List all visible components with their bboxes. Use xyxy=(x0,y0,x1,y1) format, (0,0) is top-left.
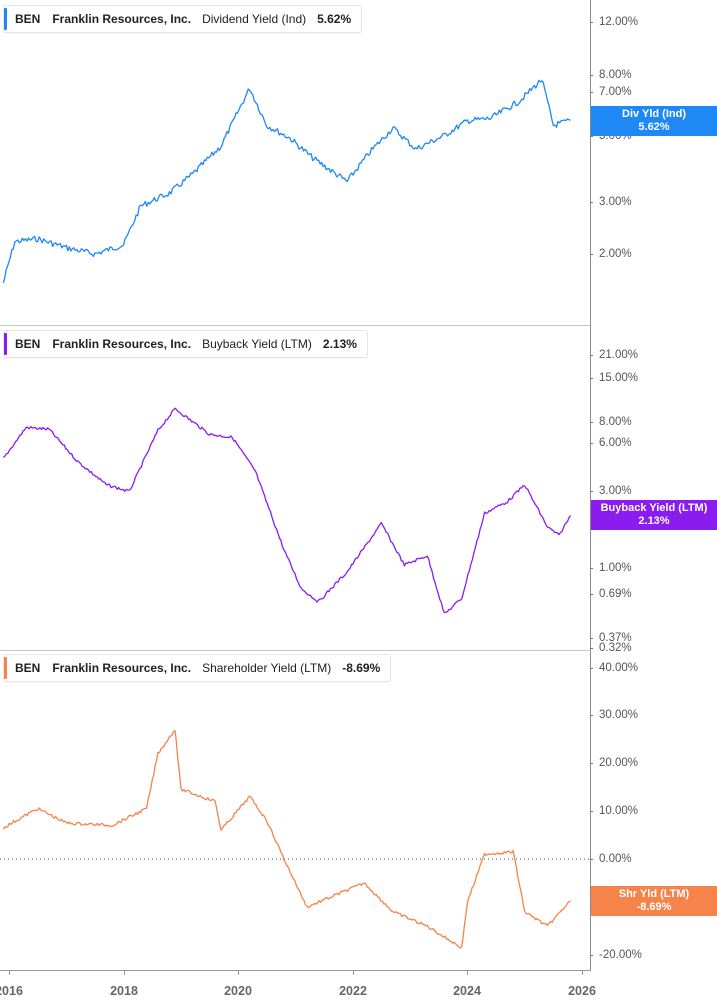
x-tick-mark xyxy=(9,970,10,975)
shareholder-yield-legend: BEN Franklin Resources, Inc. Shareholder… xyxy=(3,654,392,682)
y-tick: 20.00% xyxy=(589,757,638,769)
company-name: Franklin Resources, Inc. xyxy=(52,337,192,351)
badge-value: 2.13% xyxy=(638,515,670,527)
y-tick: 3.00% xyxy=(590,196,632,208)
buyback-yield-value-badge: Buyback Yield (LTM) 2.13% xyxy=(591,500,717,530)
x-axis-line xyxy=(0,970,591,971)
badge-label: Div Yld (Ind) xyxy=(622,108,686,120)
x-tick-mark xyxy=(353,970,354,975)
panel-divider xyxy=(0,650,590,651)
y-tick: 0.00% xyxy=(590,853,632,865)
y-tick: 1.00% xyxy=(590,562,632,574)
buyback-yield-legend: BEN Franklin Resources, Inc. Buyback Yie… xyxy=(3,330,368,358)
dividend-yield-panel: BEN Franklin Resources, Inc. Dividend Yi… xyxy=(0,0,717,325)
company-name: Franklin Resources, Inc. xyxy=(52,12,192,26)
y-tick: 2.00% xyxy=(590,248,632,260)
badge-label: Buyback Yield (LTM) xyxy=(600,502,708,514)
dividend-yield-value-badge: Div Yld (Ind) 5.62% xyxy=(591,106,717,136)
ticker-label: BEN xyxy=(15,337,41,351)
y-tick: 0.32% xyxy=(590,642,632,654)
x-tick-mark xyxy=(124,970,125,975)
y-tick: 6.00% xyxy=(590,437,632,449)
badge-value: 5.62% xyxy=(638,121,670,133)
buyback-yield-panel: BEN Franklin Resources, Inc. Buyback Yie… xyxy=(0,325,717,654)
y-tick: 40.00% xyxy=(589,662,638,674)
series-color-marker xyxy=(4,657,7,679)
metric-name: Buyback Yield (LTM) xyxy=(202,337,312,351)
x-tick-label: 2022 xyxy=(339,984,367,998)
y-tick: 0.69% xyxy=(590,588,632,600)
ticker-label: BEN xyxy=(15,661,41,675)
company-name: Franklin Resources, Inc. xyxy=(52,661,192,675)
x-tick-mark xyxy=(238,970,239,975)
shareholder-yield-value-badge: Shr Yld (LTM) -8.69% xyxy=(591,886,717,916)
x-tick-mark xyxy=(582,970,583,975)
series-color-marker xyxy=(4,333,7,355)
badge-value: -8.69% xyxy=(636,901,672,913)
y-tick: 8.00% xyxy=(590,69,632,81)
dividend-yield-line-plot[interactable] xyxy=(0,0,590,325)
y-tick: 3.00% xyxy=(590,485,632,497)
y-tick: 21.00% xyxy=(589,349,638,361)
current-value: 5.62% xyxy=(317,12,352,26)
y-tick: -20.00% xyxy=(590,949,642,961)
metric-name: Shareholder Yield (LTM) xyxy=(202,661,332,675)
y-tick: 7.00% xyxy=(590,86,632,98)
y-tick: 30.00% xyxy=(589,709,638,721)
series-color-marker xyxy=(4,8,7,30)
badge-label: Shr Yld (LTM) xyxy=(618,888,690,900)
x-tick-label: 2016 xyxy=(0,984,23,998)
y-axis-line xyxy=(590,0,591,970)
series-line xyxy=(2,407,572,614)
y-tick: 8.00% xyxy=(590,416,632,428)
buyback-yield-line-plot[interactable] xyxy=(0,325,590,650)
series-line xyxy=(2,730,571,949)
y-tick: 10.00% xyxy=(589,805,638,817)
x-tick-label: 2024 xyxy=(453,984,481,998)
x-tick-label: 2026 xyxy=(568,984,596,998)
x-tick-mark xyxy=(467,970,468,975)
y-tick: 0.37% xyxy=(590,632,632,644)
y-tick: 12.00% xyxy=(589,16,638,28)
series-line xyxy=(2,79,571,283)
x-tick-label: 2020 xyxy=(224,984,252,998)
dividend-yield-legend: BEN Franklin Resources, Inc. Dividend Yi… xyxy=(3,5,363,33)
shareholder-yield-line-plot[interactable] xyxy=(0,650,590,970)
ticker-label: BEN xyxy=(15,12,41,26)
x-tick-label: 2018 xyxy=(110,984,138,998)
current-value: 2.13% xyxy=(322,337,357,351)
shareholder-yield-panel: BEN Franklin Resources, Inc. Shareholder… xyxy=(0,650,717,970)
metric-name: Dividend Yield (Ind) xyxy=(202,12,307,26)
current-value: -8.69% xyxy=(342,661,381,675)
panel-divider xyxy=(0,325,590,326)
y-tick: 15.00% xyxy=(589,372,638,384)
